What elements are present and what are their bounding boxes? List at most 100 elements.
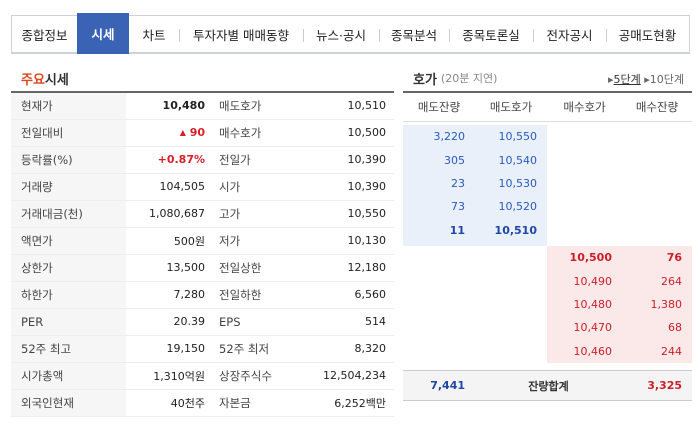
quote-label: 상한가 (11, 253, 126, 282)
main-quote-panel: 주요 시세 현재가 10,480 매도호가 10,510 전일대비 ▲ 90 매수호가 10,5… (11, 65, 394, 417)
bid-row: 10,490 264 (403, 269, 692, 293)
header-ask-price: 매도호가 (475, 92, 547, 122)
quote-label: 시가 (213, 173, 305, 201)
quote-value: 104,505 (126, 173, 213, 201)
level-10-link[interactable]: 10단계 (649, 73, 684, 86)
total-bid-qty: 3,325 (622, 370, 692, 402)
tab-price[interactable]: 시세 (77, 13, 129, 54)
quote-label: 매수호가 (213, 119, 305, 147)
ask-price: 10,510 (475, 218, 547, 242)
order-book-table: 매도잔량 매도호가 매수호가 매수잔량 3,220 10,550 305 10,540… (403, 91, 692, 402)
quote-label: 52주 최고 (11, 335, 126, 363)
quote-label: 하한가 (11, 281, 126, 309)
quote-value: 514 (305, 308, 394, 336)
quote-value: 13,500 (126, 253, 213, 282)
bid-price: 10,480 (547, 292, 622, 317)
quote-label: 자본금 (213, 389, 305, 417)
quote-value: 10,130 (305, 227, 394, 255)
total-ask-qty: 7,441 (403, 370, 475, 402)
quote-value: 10,550 (305, 200, 394, 228)
bid-price: 10,490 (547, 269, 622, 293)
tab-analysis[interactable]: 종목분석 (379, 16, 449, 52)
tab-chart[interactable]: 차트 (142, 27, 166, 43)
quote-label: 현재가 (11, 92, 126, 120)
quote-value: 500원 (126, 227, 213, 255)
quote-label: EPS (213, 308, 305, 336)
ask-row: 23 10,530 (403, 171, 692, 196)
quote-row: 거래량 104,505 시가 10,390 (11, 173, 394, 201)
quote-label: 시가총액 (11, 362, 126, 390)
quote-row: 전일대비 ▲ 90 매수호가 10,500 (11, 119, 394, 147)
up-arrow-icon: ▲ (179, 128, 186, 137)
tab-overview[interactable]: 종합정보 (21, 27, 68, 43)
order-book-title: 호가 (20분 지연) (413, 72, 498, 88)
bid-qty: 76 (622, 245, 692, 270)
main-quote-table: 현재가 10,480 매도호가 10,510 전일대비 ▲ 90 매수호가 10,500 등락률… (11, 91, 394, 417)
quote-row: 등락률(%) +0.87% 전일가 10,390 (11, 146, 394, 174)
quote-label: 거래대금(천) (11, 200, 126, 228)
quote-row: 하한가 7,280 전일하한 6,560 (11, 281, 394, 309)
quote-row: 외국인현재 40천주 자본금 6,252백만 (11, 389, 394, 417)
quote-row: PER 20.39 EPS 514 (11, 308, 394, 336)
ask-price: 10,540 (475, 148, 547, 172)
quote-label: 매도호가 (213, 92, 305, 120)
total-row: 7,441 잔량합계 3,325 (403, 370, 692, 402)
quote-label: 저가 (213, 227, 305, 255)
quote-label: 52주 최저 (213, 335, 305, 363)
bid-qty: 264 (622, 269, 692, 293)
quote-value: 6,560 (305, 281, 394, 309)
quote-value: 7,280 (126, 281, 213, 309)
tab-news[interactable]: 뉴스·공시 (303, 16, 379, 52)
ask-price: 10,520 (475, 195, 547, 219)
quote-row: 시가총액 1,310억원 상장주식수 12,504,234 (11, 362, 394, 390)
bid-price: 10,470 (547, 316, 622, 340)
tab-short-selling[interactable]: 공매도현황 (606, 16, 689, 52)
ask-price: 10,550 (475, 125, 547, 149)
quote-value: 12,180 (305, 253, 394, 282)
quote-label: 전일상한 (213, 253, 305, 282)
quote-value: 10,390 (305, 146, 394, 174)
tab-bar: 종합정보 시세 차트 투자자별 매매동향 뉴스·공시 종목분석 종목토론실 전자… (11, 13, 690, 54)
ask-qty: 73 (403, 195, 475, 219)
quote-value: 10,510 (305, 92, 394, 120)
quote-label: 액면가 (11, 227, 126, 255)
quote-value: +0.87% (126, 146, 213, 174)
bid-row: 10,500 76 (403, 245, 692, 270)
level-5-link[interactable]: 5단계 (613, 73, 641, 86)
ask-qty: 3,220 (403, 125, 475, 149)
bid-row: 10,470 68 (403, 316, 692, 340)
quote-label: PER (11, 308, 126, 336)
bid-qty: 68 (622, 316, 692, 340)
ask-row: 73 10,520 (403, 195, 692, 219)
main-quote-title: 주요 시세 (21, 72, 69, 88)
quote-row: 거래대금(천) 1,080,687 고가 10,550 (11, 200, 394, 228)
tab-disclosure[interactable]: 전자공시 (533, 16, 606, 52)
quote-label: 상장주식수 (213, 362, 305, 390)
quote-label: 등락률(%) (11, 146, 126, 174)
quote-label: 외국인현재 (11, 389, 126, 417)
quote-label: 전일하한 (213, 281, 305, 309)
quote-row: 상한가 13,500 전일상한 12,180 (11, 253, 394, 282)
ask-price: 10,530 (475, 171, 547, 196)
bid-row: 10,480 1,380 (403, 292, 692, 317)
quote-label: 고가 (213, 200, 305, 228)
quote-value: 6,252백만 (305, 389, 394, 417)
tab-discussion[interactable]: 종목토론실 (449, 16, 533, 52)
header-bid-qty: 매수잔량 (622, 92, 692, 122)
ask-qty: 23 (403, 171, 475, 196)
quote-value: 12,504,234 (305, 362, 394, 390)
header-ask-qty: 매도잔량 (403, 92, 475, 122)
level-selector: ▸5단계 ▸10단계 (607, 73, 684, 86)
quote-label: 거래량 (11, 173, 126, 201)
quote-value: 19,150 (126, 335, 213, 363)
ask-row: 3,220 10,550 (403, 125, 692, 149)
quote-label: 전일대비 (11, 119, 126, 147)
ask-row: 11 10,510 (403, 218, 692, 242)
quote-value: 40천주 (126, 389, 213, 417)
quote-value: 8,320 (305, 335, 394, 363)
quote-row: 현재가 10,480 매도호가 10,510 (11, 92, 394, 120)
header-bid-price: 매수호가 (547, 92, 622, 122)
tab-investor-trading[interactable]: 투자자별 매매동향 (179, 16, 303, 52)
quote-value: 20.39 (126, 308, 213, 336)
bid-qty: 1,380 (622, 292, 692, 317)
